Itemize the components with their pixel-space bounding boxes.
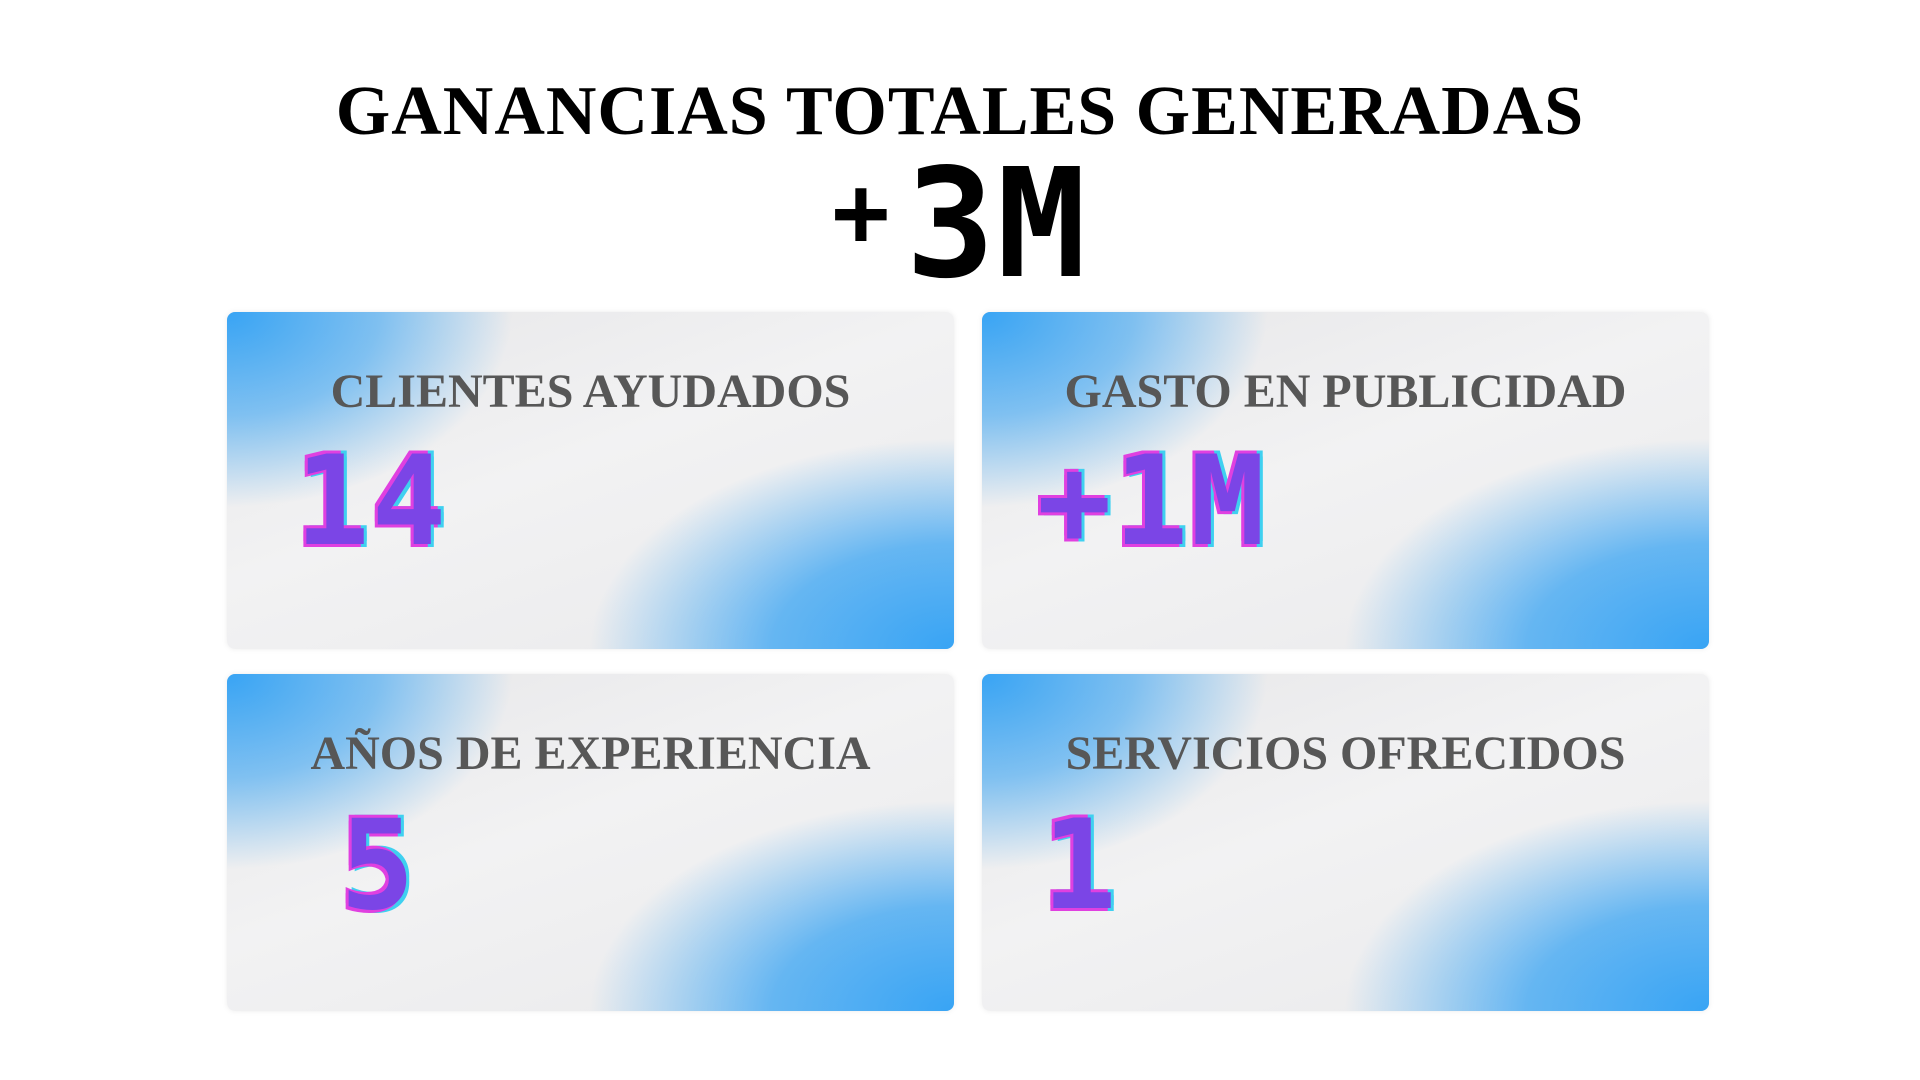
stat-card-years-experience: AÑOS DE EXPERIENCIA 5 — [227, 674, 954, 1011]
card-background — [982, 312, 1709, 649]
total-earnings-prefix: + — [831, 154, 892, 269]
card-background — [227, 674, 954, 1011]
stat-label: GASTO EN PUBLICIDAD — [1064, 365, 1627, 418]
stat-card-services-offered: SERVICIOS OFRECIDOS 1 — [982, 674, 1709, 1011]
stat-value: 5 — [340, 794, 417, 938]
stat-label: CLIENTES AYUDADOS — [330, 365, 851, 418]
stat-card-clients-helped: CLIENTES AYUDADOS 14 — [227, 312, 954, 649]
card-background — [982, 674, 1709, 1011]
total-earnings: +3M — [0, 149, 1920, 300]
stat-label: SERVICIOS OFRECIDOS — [1065, 727, 1626, 780]
stat-value: 14 — [295, 430, 449, 574]
page-title: GANANCIAS TOTALES GENERADAS — [335, 73, 1585, 150]
stat-value: 1 — [1042, 794, 1119, 938]
card-background — [227, 312, 954, 649]
stat-card-ad-spend: GASTO EN PUBLICIDAD +1M — [982, 312, 1709, 649]
total-earnings-value: 3M — [905, 136, 1088, 312]
stat-value: +1M — [1037, 430, 1267, 574]
stat-label: AÑOS DE EXPERIENCIA — [310, 727, 871, 780]
